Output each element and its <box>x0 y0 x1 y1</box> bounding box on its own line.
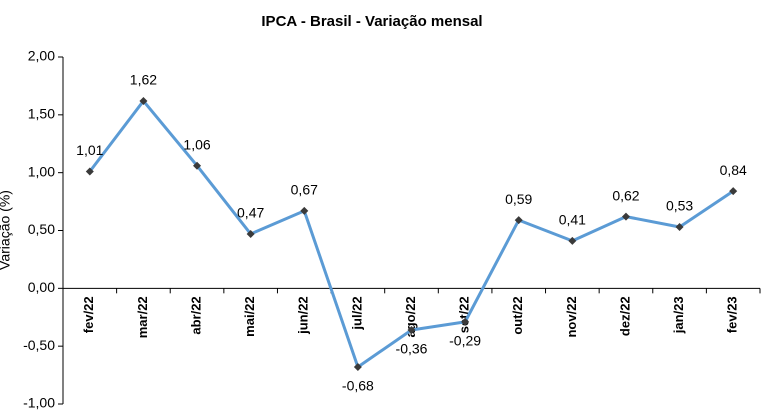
x-tick-label: jan/23 <box>671 296 686 334</box>
data-label: 0,67 <box>291 182 318 198</box>
data-point <box>621 212 630 221</box>
data-label: 0,41 <box>559 212 586 228</box>
y-tick-label: 1,50 <box>28 106 55 122</box>
y-tick-label: 0,00 <box>28 279 55 295</box>
x-tick-label: abr/22 <box>188 296 203 334</box>
x-tick-label: jun/22 <box>296 296 311 335</box>
data-label: -0,29 <box>449 333 481 349</box>
data-label: -0,36 <box>396 341 428 357</box>
y-tick-label: 2,00 <box>28 48 55 64</box>
y-tick-label: 1,00 <box>28 163 55 179</box>
x-tick-label: out/22 <box>510 296 525 334</box>
y-tick-label: 0,50 <box>28 221 55 237</box>
data-point <box>85 167 94 176</box>
data-point <box>675 223 684 232</box>
data-label: 0,53 <box>666 198 693 214</box>
x-tick-label: mar/22 <box>135 296 150 338</box>
data-point <box>568 236 577 245</box>
x-tick-label: fev/22 <box>81 296 96 333</box>
data-point <box>461 317 470 326</box>
y-axis-label: Variação (%) <box>0 190 13 270</box>
data-point <box>193 161 202 170</box>
x-tick-label: dez/22 <box>617 296 632 336</box>
data-point <box>300 206 309 215</box>
chart-title: IPCA - Brasil - Variação mensal <box>261 13 482 30</box>
data-point <box>514 216 523 225</box>
data-label: 1,62 <box>130 72 157 88</box>
data-label: 0,59 <box>505 191 532 207</box>
y-tick-label: -0,50 <box>23 337 55 353</box>
x-tick-label: nov/22 <box>564 296 579 337</box>
data-point <box>729 187 738 196</box>
data-point <box>246 229 255 238</box>
x-tick-label: fev/23 <box>725 296 740 333</box>
x-tick-label: jul/22 <box>349 296 364 330</box>
x-tick-label: mai/22 <box>242 296 257 336</box>
data-label: 1,01 <box>76 142 103 158</box>
data-label: 0,62 <box>612 187 639 203</box>
data-label: 0,84 <box>720 162 747 178</box>
data-point <box>353 362 362 371</box>
data-point <box>139 96 148 105</box>
x-tick-label: ago/22 <box>403 296 418 337</box>
data-label: -0,68 <box>342 378 374 394</box>
data-label: 1,06 <box>183 136 210 152</box>
data-label: 0,47 <box>237 205 264 221</box>
data-point <box>407 325 416 334</box>
y-tick-label: -1,00 <box>23 395 55 411</box>
